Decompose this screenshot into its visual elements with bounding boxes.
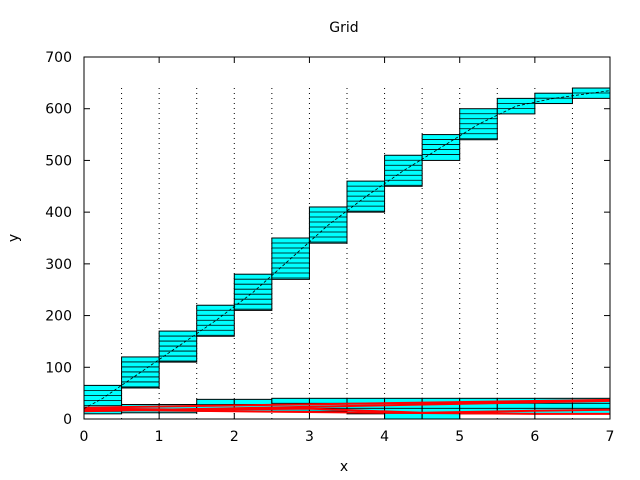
lower-bar (384, 397, 423, 420)
x-tick-label: 0 (80, 429, 89, 445)
upper-bar (121, 356, 160, 389)
x-axis-label: x (340, 459, 348, 475)
chart-title: Grid (329, 20, 358, 36)
x-tick-label: 2 (230, 429, 239, 445)
x-tick-label: 4 (380, 429, 389, 445)
y-tick-label: 600 (45, 102, 72, 118)
red-line (83, 408, 610, 415)
x-tick-label: 5 (455, 429, 464, 445)
bar-fill (421, 134, 461, 161)
series-lines (83, 90, 611, 415)
y-tick-label: 400 (45, 205, 72, 221)
upper-bar (421, 134, 461, 161)
grid-lines (121, 88, 573, 419)
upper-bar (346, 180, 386, 213)
y-tick-label: 200 (45, 309, 72, 325)
x-tick-label: 7 (606, 429, 615, 445)
x-tick-label: 1 (155, 429, 164, 445)
red-line (83, 398, 611, 409)
upper-bar (459, 108, 498, 141)
red-line (83, 407, 611, 414)
upper-bar (308, 206, 348, 244)
upper-bar (384, 154, 423, 187)
x-tick-label: 6 (530, 429, 539, 445)
plot-frame (83, 56, 611, 420)
axis-ticks: 0 1 2 3 4 5 6 7 0 100 200 300 400 500 600 700 (45, 50, 614, 445)
x-tick-label: 3 (305, 429, 314, 445)
y-axis-label: y (6, 234, 22, 242)
upper-bars (83, 87, 611, 412)
y-tick-label: 100 (45, 360, 72, 376)
bar-fill (496, 97, 536, 115)
y-tick-label: 300 (45, 257, 72, 273)
upper-bar (196, 304, 235, 337)
y-tick-label: 500 (45, 153, 72, 169)
y-tick-label: 0 (63, 412, 72, 428)
upper-bar (496, 97, 536, 115)
y-tick-label: 700 (45, 50, 72, 66)
